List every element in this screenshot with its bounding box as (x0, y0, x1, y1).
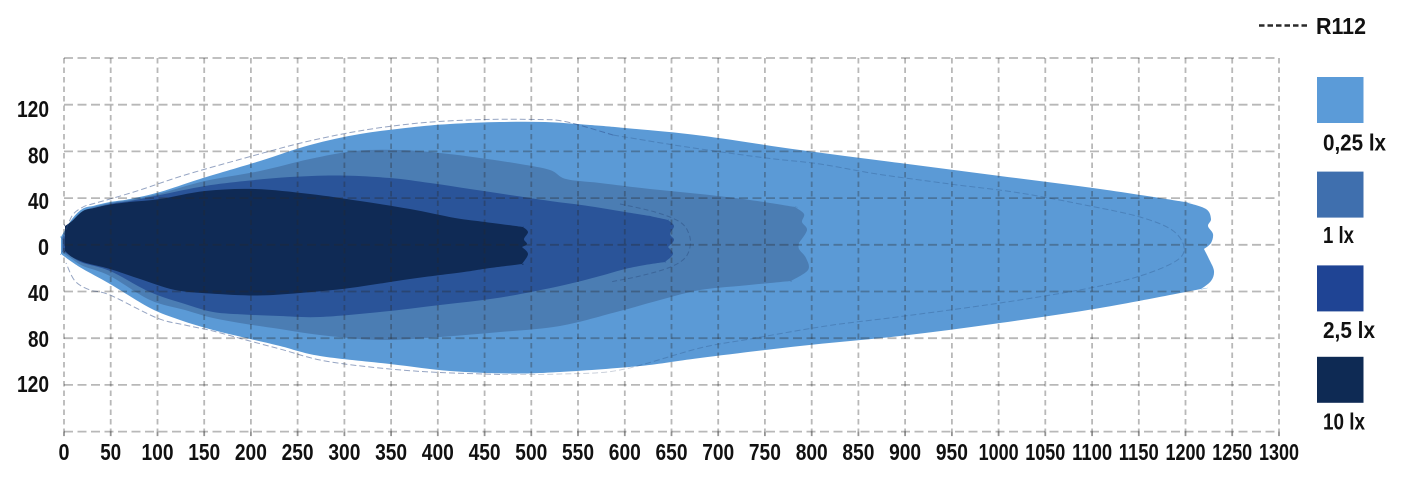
svg-text:80: 80 (28, 142, 49, 168)
svg-text:0,25 lx: 0,25 lx (1323, 130, 1386, 156)
svg-text:80: 80 (28, 326, 49, 352)
svg-text:850: 850 (842, 439, 874, 465)
svg-text:900: 900 (889, 439, 921, 465)
svg-text:40: 40 (28, 188, 49, 214)
svg-text:550: 550 (562, 439, 594, 465)
svg-text:650: 650 (656, 439, 688, 465)
svg-text:1 lx: 1 lx (1323, 222, 1354, 248)
svg-text:150: 150 (188, 439, 220, 465)
svg-text:1000: 1000 (979, 439, 1019, 465)
svg-text:300: 300 (328, 439, 360, 465)
svg-text:0: 0 (38, 234, 49, 260)
svg-text:450: 450 (469, 439, 501, 465)
svg-text:100: 100 (142, 439, 174, 465)
svg-text:250: 250 (282, 439, 314, 465)
svg-text:200: 200 (235, 439, 267, 465)
svg-text:0: 0 (59, 439, 70, 465)
svg-text:1250: 1250 (1212, 439, 1252, 465)
svg-text:1100: 1100 (1072, 439, 1112, 465)
svg-text:350: 350 (375, 439, 407, 465)
svg-text:400: 400 (422, 439, 454, 465)
svg-text:950: 950 (936, 439, 968, 465)
svg-text:1150: 1150 (1119, 439, 1159, 465)
svg-text:800: 800 (796, 439, 828, 465)
svg-text:40: 40 (28, 280, 49, 306)
svg-text:700: 700 (702, 439, 734, 465)
svg-text:2,5 lx: 2,5 lx (1323, 317, 1375, 343)
svg-text:600: 600 (609, 439, 641, 465)
svg-text:10 lx: 10 lx (1323, 409, 1365, 435)
svg-text:1050: 1050 (1025, 439, 1065, 465)
svg-text:120: 120 (17, 96, 49, 122)
svg-text:R112: R112 (1316, 13, 1366, 39)
svg-text:1200: 1200 (1166, 439, 1206, 465)
svg-text:50: 50 (100, 439, 121, 465)
svg-text:1300: 1300 (1259, 439, 1299, 465)
svg-text:120: 120 (17, 371, 49, 397)
svg-text:750: 750 (749, 439, 781, 465)
svg-text:500: 500 (515, 439, 547, 465)
